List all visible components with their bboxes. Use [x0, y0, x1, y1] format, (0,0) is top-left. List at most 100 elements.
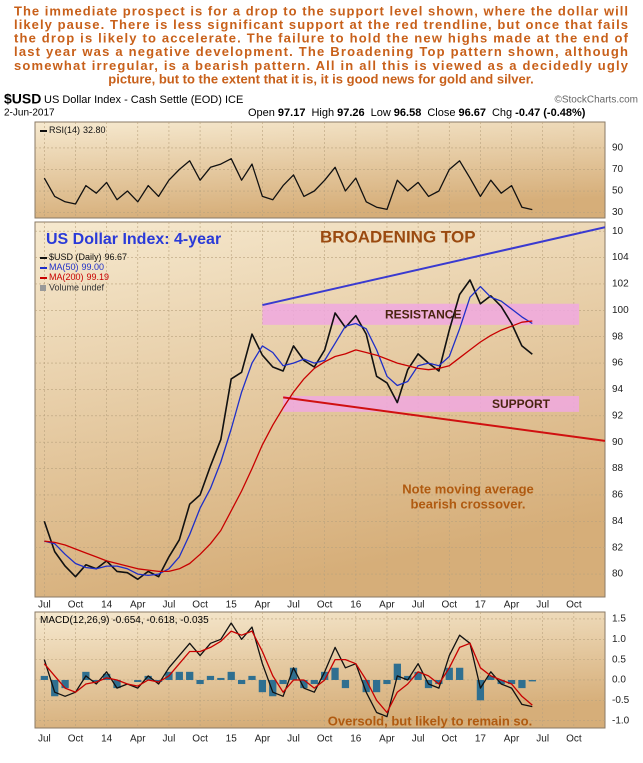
x-tick-label: Oct — [441, 734, 457, 745]
histogram-bar — [414, 671, 422, 680]
x-tick-label: Apr — [379, 600, 395, 611]
histogram-bar — [154, 679, 163, 683]
y-tick-label: 70 — [612, 164, 624, 175]
histogram-bar — [518, 679, 526, 689]
histogram-bar — [279, 679, 287, 685]
x-tick-label: Jul — [287, 734, 300, 745]
histogram-bar — [113, 679, 121, 689]
quote-change-pct: (-0.48%) — [543, 107, 586, 119]
histogram-bar — [507, 679, 516, 685]
histogram-bar — [103, 673, 111, 680]
series-line — [43, 622, 533, 718]
x-tick-label: Jul — [38, 600, 51, 611]
legend-value: 99.19 — [87, 272, 110, 282]
x-tick-label: Apr — [255, 600, 271, 611]
panel — [34, 121, 606, 219]
quote-value: 96.58 — [394, 107, 422, 119]
quote-value: 96.67 — [458, 107, 486, 119]
histogram-bar — [404, 675, 412, 680]
histogram-bar — [144, 675, 152, 680]
x-tick-label: Oct — [68, 600, 84, 611]
y-tick-label: 30 — [612, 207, 624, 218]
legend-name: $USD (Daily) — [49, 252, 102, 262]
y-tick-label: 50 — [612, 186, 624, 197]
legend-name: MA(200) — [49, 272, 84, 282]
series-line — [43, 279, 533, 581]
commentary-line: The immediate prospect is for a drop to … — [14, 3, 628, 18]
x-tick-label: 15 — [226, 600, 238, 611]
x-tick-label: Oct — [317, 600, 333, 611]
histogram-bar — [487, 675, 495, 680]
commentary: The immediate prospect is for a drop to … — [14, 3, 629, 86]
legend: MA(50) 99.00 — [49, 262, 104, 272]
y-tick-label: 86 — [612, 490, 624, 501]
commentary-line: likely pause. There is less significant … — [14, 17, 628, 32]
x-tick-label: Apr — [130, 600, 146, 611]
y-tick-label: 10 — [612, 226, 624, 237]
histogram-bar — [175, 671, 183, 680]
legend: MACD(12,26,9) -0.654, -0.618, -0.035 — [40, 615, 209, 626]
x-tick-label: 16 — [350, 734, 362, 745]
x-tick-label: Oct — [317, 734, 333, 745]
plot — [35, 612, 605, 728]
y-tick-label: 98 — [612, 331, 624, 342]
y-tick-label: 80 — [612, 569, 624, 580]
x-tick-label: Jul — [536, 600, 549, 611]
x-tick-label: Jul — [287, 600, 300, 611]
x-tick-label: Apr — [504, 734, 520, 745]
legend: MA(200) 99.19 — [49, 272, 109, 282]
x-tick-label: Oct — [68, 734, 84, 745]
y-tick-label: 82 — [612, 542, 624, 553]
y-tick-label: 104 — [612, 252, 629, 263]
instrument-name: US Dollar Index - Cash Settle (EOD) ICE — [44, 94, 243, 106]
source: ©StockCharts.com — [554, 95, 638, 106]
y-tick-label: 96 — [612, 358, 624, 369]
trendline — [262, 226, 605, 307]
x-tick-label: 14 — [101, 734, 113, 745]
histogram-bar — [456, 667, 464, 680]
histogram-bar — [362, 679, 370, 693]
legend-name: MA(50) — [49, 262, 79, 272]
histogram-bar — [300, 679, 308, 689]
histogram-bar — [40, 675, 48, 680]
legend-value: 96.67 — [105, 252, 128, 262]
x-tick-label: 15 — [226, 734, 238, 745]
commentary-line: picture, but to the extent that it is, i… — [108, 71, 533, 86]
trendline — [283, 396, 605, 442]
histogram-bar — [435, 679, 443, 685]
legend-name: MACD(12,26,9) — [40, 615, 109, 626]
histogram-bar — [92, 679, 100, 683]
histogram-bar — [248, 675, 256, 680]
date: 2-Jun-2017 — [4, 108, 55, 119]
x-tick-label: Apr — [504, 600, 520, 611]
histogram-bar — [269, 679, 277, 697]
y-tick-label: -1.0 — [612, 715, 630, 726]
histogram-bar — [331, 667, 339, 680]
legend: Volume undef — [49, 282, 105, 292]
y-tick-label: 0.5 — [612, 654, 626, 665]
histogram-bar — [134, 679, 142, 683]
histogram-bar — [476, 679, 485, 701]
annotation: Oversold, but likely to remain so. — [328, 713, 532, 728]
series-line — [43, 158, 533, 211]
histogram-bar — [372, 679, 381, 693]
histogram-bar — [51, 679, 59, 697]
x-tick-label: Jul — [412, 600, 425, 611]
y-tick-label: 0.0 — [612, 675, 626, 686]
histogram-bar — [217, 677, 225, 680]
series-line — [44, 320, 533, 573]
x-tick-label: Jul — [536, 734, 549, 745]
band-label: SUPPORT — [492, 397, 551, 411]
quote-label: Close — [427, 107, 455, 119]
histogram-bar — [341, 679, 350, 689]
quote-label: High — [311, 107, 334, 119]
histogram-bar — [206, 675, 215, 680]
x-tick-label: Jul — [412, 734, 425, 745]
quote-label: Open — [248, 107, 275, 119]
histogram-bar — [289, 667, 298, 680]
x-tick-label: Oct — [566, 734, 582, 745]
y-tick-label: 94 — [612, 384, 624, 395]
histogram-bar — [445, 667, 453, 680]
legend: $USD (Daily) 96.67 — [49, 252, 127, 262]
